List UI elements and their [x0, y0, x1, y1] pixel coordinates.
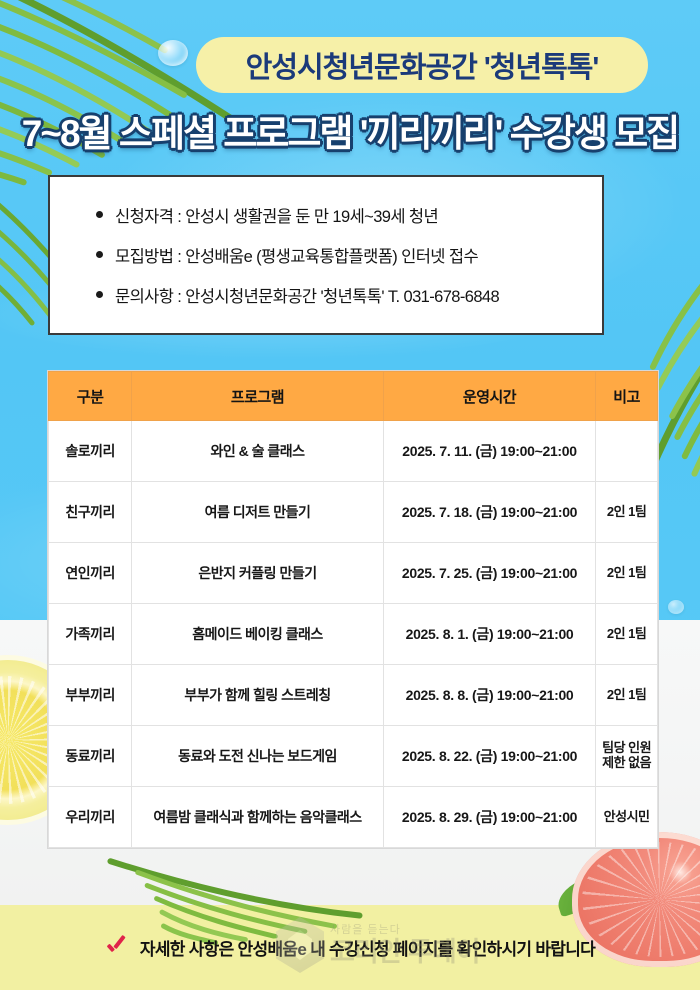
cell-bigo: 팀당 인원제한 없음 — [595, 725, 658, 787]
water-droplet-icon-small — [668, 600, 684, 614]
info-item: 신청자격 : 안성시 생활권을 둔 만 19세~39세 청년 — [96, 203, 602, 227]
cell-time: 2025. 8. 22. (금) 19:00~21:00 — [382, 725, 597, 787]
cell-bigo: 2인 1팀 — [595, 664, 658, 726]
bullet-icon — [96, 291, 103, 298]
column-header-gubun: 구분 — [47, 371, 133, 421]
table-row: 연인끼리 은반지 커플링 만들기 2025. 7. 25. (금) 19:00~… — [47, 542, 658, 604]
check-mark-icon — [105, 937, 127, 959]
info-item: 문의사항 : 안성시청년문화공간 '청년톡톡' T. 031-678-6848 — [96, 283, 602, 307]
footer-notice: 자세한 사항은 안성배움e 내 수강신청 페이지를 확인하시기 바랍니다 — [0, 905, 700, 990]
page-title-label: 7~8월 스페셜 프로그램 '끼리끼리' 수강생 모집 — [21, 113, 680, 154]
table-row: 부부끼리 부부가 함께 힐링 스트레칭 2025. 8. 8. (금) 19:0… — [47, 664, 658, 726]
table-row: 솔로끼리 와인 & 술 클래스 2025. 7. 11. (금) 19:00~2… — [47, 420, 658, 482]
page-title: 7~8월 스페셜 프로그램 '끼리끼리' 수강생 모집 — [0, 101, 700, 159]
org-badge: 안성시청년문화공간 '청년톡톡' — [196, 37, 648, 93]
table-row: 친구끼리 여름 디저트 만들기 2025. 7. 18. (금) 19:00~2… — [47, 481, 658, 543]
cell-gubun: 연인끼리 — [47, 542, 133, 604]
info-item: 모집방법 : 안성배움e (평생교육통합플랫폼) 인터넷 접수 — [96, 243, 602, 267]
cell-bigo: 안성시민 — [595, 786, 658, 848]
info-box: 신청자격 : 안성시 생활권을 둔 만 19세~39세 청년 모집방법 : 안성… — [48, 175, 604, 335]
cell-program: 와인 & 술 클래스 — [131, 420, 384, 482]
info-item-label: 모집방법 : 안성배움e (평생교육통합플랫폼) 인터넷 접수 — [115, 248, 479, 266]
table-row: 가족끼리 홈메이드 베이킹 클래스 2025. 8. 1. (금) 19:00~… — [47, 603, 658, 665]
cell-gubun: 우리끼리 — [47, 786, 133, 848]
program-table: 구분 프로그램 운영시간 비고 솔로끼리 와인 & 술 클래스 2025. 7.… — [47, 371, 658, 848]
info-item-label: 신청자격 : 안성시 생활권을 둔 만 19세~39세 청년 — [115, 208, 439, 226]
cell-time: 2025. 7. 18. (금) 19:00~21:00 — [382, 481, 597, 543]
cell-time: 2025. 7. 11. (금) 19:00~21:00 — [382, 420, 597, 482]
cell-program: 은반지 커플링 만들기 — [131, 542, 384, 604]
table-header-row: 구분 프로그램 운영시간 비고 — [47, 371, 658, 421]
cell-bigo — [595, 420, 658, 482]
table-header: 구분 프로그램 운영시간 비고 — [47, 371, 658, 421]
cell-program: 여름밤 클래식과 함께하는 음악클래스 — [131, 786, 384, 848]
footer-notice-label: 자세한 사항은 안성배움e 내 수강신청 페이지를 확인하시기 바랍니다 — [139, 940, 596, 959]
cell-bigo: 2인 1팀 — [595, 603, 658, 665]
bullet-icon — [96, 251, 103, 258]
table-row: 우리끼리 여름밤 클래식과 함께하는 음악클래스 2025. 8. 29. (금… — [47, 786, 658, 848]
cell-gubun: 가족끼리 — [47, 603, 133, 665]
org-badge-label: 안성시청년문화공간 '청년톡톡' — [245, 52, 600, 84]
cell-gubun: 동료끼리 — [47, 725, 133, 787]
column-header-program: 프로그램 — [131, 371, 384, 421]
cell-gubun: 부부끼리 — [47, 664, 133, 726]
cell-gubun: 친구끼리 — [47, 481, 133, 543]
bullet-icon — [96, 211, 103, 218]
cell-bigo: 2인 1팀 — [595, 542, 658, 604]
cell-time: 2025. 8. 1. (금) 19:00~21:00 — [382, 603, 597, 665]
cell-gubun: 솔로끼리 — [47, 420, 133, 482]
table-body: 솔로끼리 와인 & 술 클래스 2025. 7. 11. (금) 19:00~2… — [47, 420, 658, 848]
grapefruit-slice-icon — [572, 832, 700, 967]
table-row: 동료끼리 동료와 도전 신나는 보드게임 2025. 8. 22. (금) 19… — [47, 725, 658, 787]
cell-bigo: 2인 1팀 — [595, 481, 658, 543]
info-item-label: 문의사항 : 안성시청년문화공간 '청년톡톡' T. 031-678-6848 — [115, 288, 500, 306]
cell-program: 여름 디저트 만들기 — [131, 481, 384, 543]
water-droplet-icon — [158, 40, 188, 66]
cell-program: 홈메이드 베이킹 클래스 — [131, 603, 384, 665]
column-header-bigo: 비고 — [595, 371, 658, 421]
cell-time: 2025. 8. 8. (금) 19:00~21:00 — [382, 664, 597, 726]
cell-program: 동료와 도전 신나는 보드게임 — [131, 725, 384, 787]
cell-time: 2025. 7. 25. (금) 19:00~21:00 — [382, 542, 597, 604]
column-header-time: 운영시간 — [382, 371, 597, 421]
cell-time: 2025. 8. 29. (금) 19:00~21:00 — [382, 786, 597, 848]
cell-program: 부부가 함께 힐링 스트레칭 — [131, 664, 384, 726]
